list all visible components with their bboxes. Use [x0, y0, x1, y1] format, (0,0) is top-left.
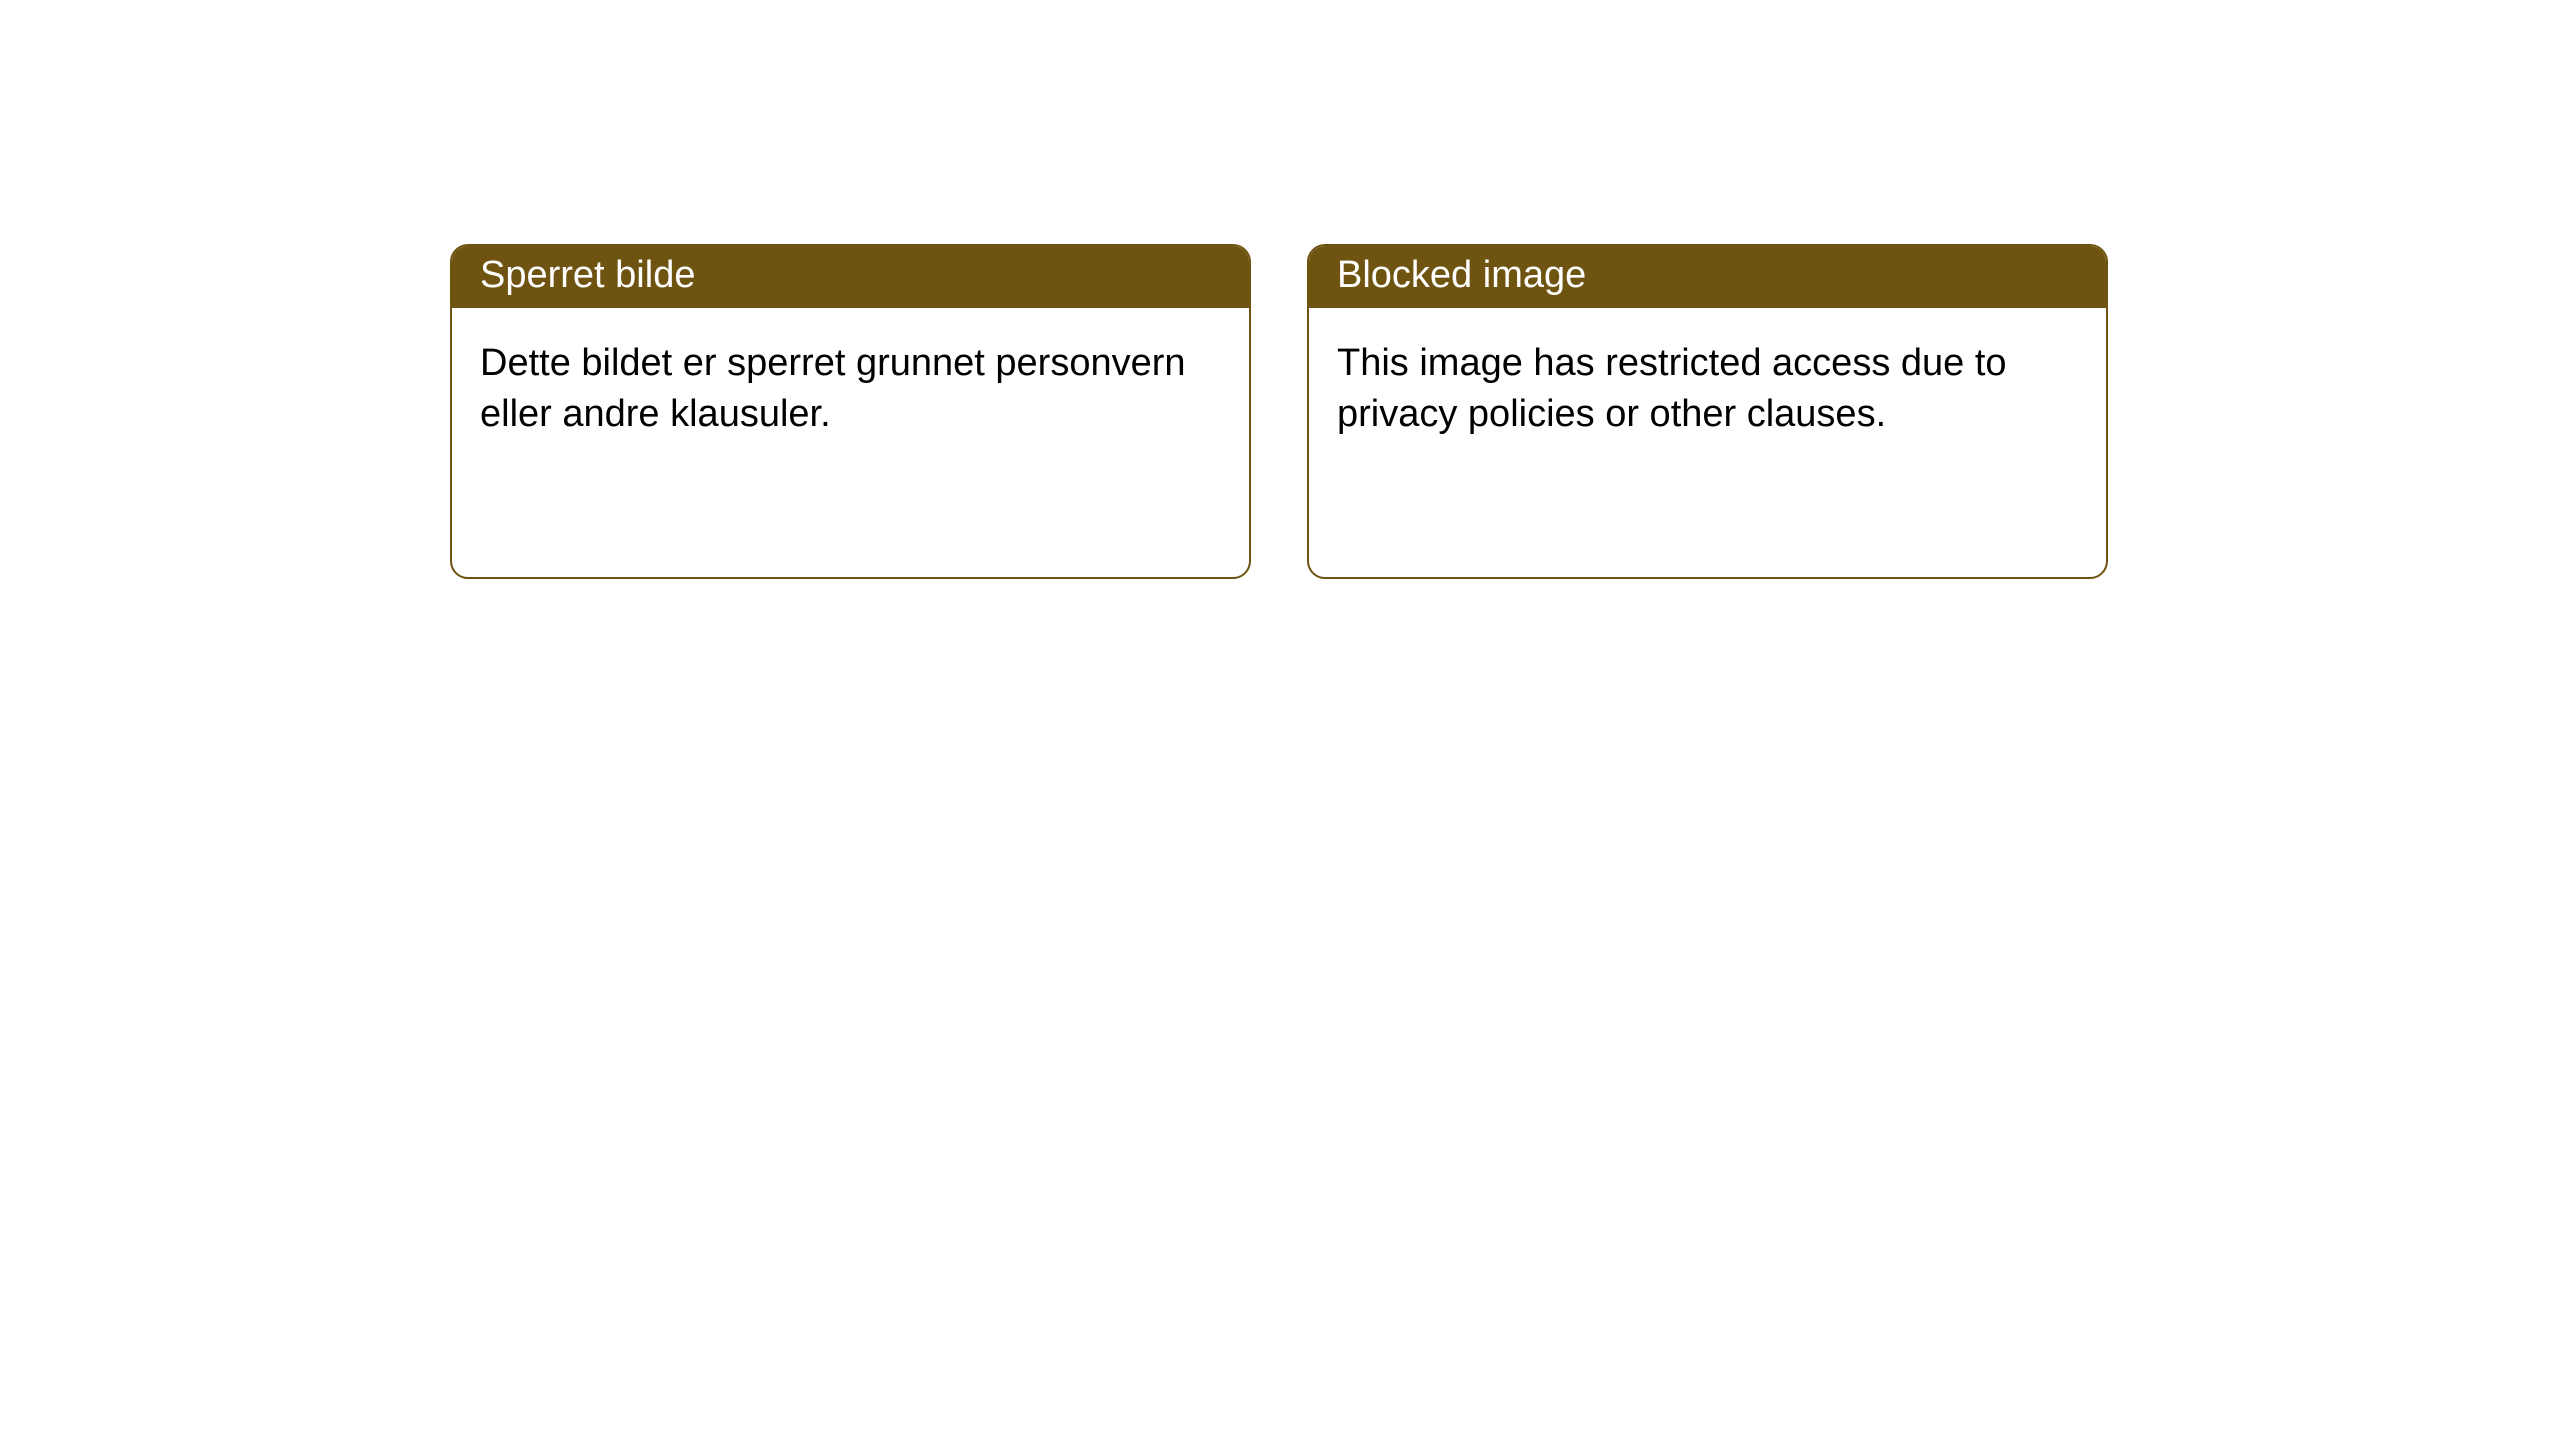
- notice-header: Blocked image: [1309, 246, 2106, 308]
- page-canvas: Sperret bilde Dette bildet er sperret gr…: [0, 0, 2560, 1440]
- notice-cards-container: Sperret bilde Dette bildet er sperret gr…: [450, 244, 2108, 579]
- notice-body: This image has restricted access due to …: [1309, 308, 2106, 471]
- notice-card-norwegian: Sperret bilde Dette bildet er sperret gr…: [450, 244, 1251, 579]
- notice-body: Dette bildet er sperret grunnet personve…: [452, 308, 1249, 471]
- notice-header: Sperret bilde: [452, 246, 1249, 308]
- notice-card-english: Blocked image This image has restricted …: [1307, 244, 2108, 579]
